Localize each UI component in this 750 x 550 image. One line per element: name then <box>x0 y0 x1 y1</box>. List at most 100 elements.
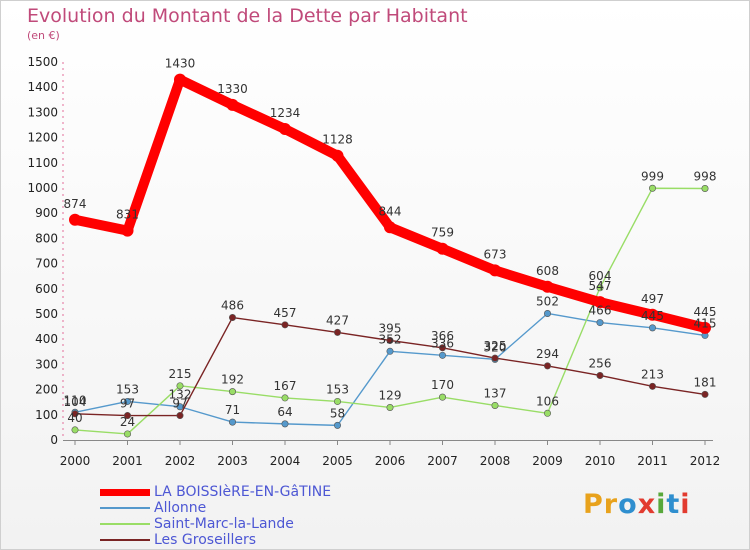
x-tick-label: 2004 <box>270 454 301 468</box>
legend: LA BOISSIèRE-EN-GâTINE Allonne Saint-Mar… <box>100 484 331 548</box>
data-point <box>281 420 289 428</box>
data-point <box>124 430 132 438</box>
y-tick-label: 800 <box>35 231 58 245</box>
logo-letter: x <box>637 489 657 520</box>
data-label: 153 <box>116 382 139 396</box>
data-label: 97 <box>172 397 187 411</box>
data-point <box>648 382 656 390</box>
y-tick-label: 600 <box>35 282 58 296</box>
y-tick-label: 1400 <box>27 80 58 94</box>
data-label: 64 <box>277 405 292 419</box>
y-tick-label: 700 <box>35 257 58 271</box>
y-tick-label: 400 <box>35 332 58 346</box>
data-label: 40 <box>67 411 82 425</box>
data-label: 427 <box>326 313 349 327</box>
data-point <box>121 224 134 237</box>
data-point <box>229 418 237 426</box>
data-label: 547 <box>589 279 612 293</box>
data-label: 604 <box>589 269 612 283</box>
data-label: 181 <box>694 375 717 389</box>
data-label: 415 <box>694 316 717 330</box>
data-point <box>174 73 186 86</box>
legend-item: Les Groseillers <box>100 532 331 548</box>
data-label: 215 <box>169 367 192 381</box>
data-point <box>176 412 184 420</box>
y-tick-label: 300 <box>35 357 58 371</box>
x-tick-label: 2001 <box>112 454 143 468</box>
legend-label: Allonne <box>154 500 207 516</box>
data-label: 998 <box>694 170 717 184</box>
data-label: 170 <box>431 378 454 392</box>
data-point <box>438 393 446 401</box>
data-label: 24 <box>120 415 135 429</box>
data-label: 466 <box>589 304 612 318</box>
y-tick-label: 900 <box>35 206 58 220</box>
data-label: 457 <box>274 306 297 320</box>
data-point <box>436 242 449 255</box>
data-point <box>279 123 291 136</box>
legend-item: LA BOISSIèRE-EN-GâTINE <box>100 484 331 500</box>
data-label: 759 <box>431 226 454 240</box>
data-label: 1234 <box>270 106 301 120</box>
data-label: 104 <box>64 395 87 409</box>
chart-title: Evolution du Montant de la Dette par Hab… <box>27 5 468 27</box>
x-tick-label: 2003 <box>217 454 248 468</box>
data-point <box>281 321 289 329</box>
data-label: 502 <box>536 294 559 308</box>
data-point <box>489 264 501 277</box>
data-label: 71 <box>225 403 240 417</box>
data-label: 192 <box>221 373 244 387</box>
x-tick-label: 2000 <box>60 454 91 468</box>
data-point <box>71 426 79 434</box>
data-point <box>646 308 659 321</box>
data-point <box>176 382 184 390</box>
data-label: 831 <box>116 208 139 222</box>
y-tick-label: 0 <box>50 433 58 447</box>
data-label: 106 <box>536 394 559 408</box>
data-point <box>69 213 81 226</box>
data-point <box>648 324 656 332</box>
data-label: 608 <box>536 264 559 278</box>
data-point <box>543 409 551 417</box>
data-label: 294 <box>536 347 559 361</box>
data-label: 874 <box>64 197 87 211</box>
data-point <box>331 149 344 162</box>
data-point <box>596 284 604 292</box>
legend-label: Les Groseillers <box>154 532 257 548</box>
data-label: 445 <box>641 309 664 323</box>
data-point <box>384 221 396 234</box>
x-tick-label: 2008 <box>480 454 511 468</box>
data-point <box>386 403 394 411</box>
data-label: 999 <box>641 169 664 183</box>
legend-swatch <box>100 507 150 509</box>
data-point <box>333 328 341 336</box>
x-tick-label: 2012 <box>690 454 721 468</box>
y-tick-label: 1100 <box>27 156 58 170</box>
x-tick-label: 2010 <box>585 454 616 468</box>
y-tick-label: 200 <box>35 383 58 397</box>
logo-letter: P <box>583 489 604 520</box>
y-tick-label: 100 <box>35 408 58 422</box>
data-label: 256 <box>589 356 612 370</box>
data-label: 1430 <box>165 57 196 71</box>
data-label: 336 <box>431 336 454 350</box>
data-point <box>124 412 132 420</box>
data-label: 497 <box>641 292 664 306</box>
y-tick-label: 1300 <box>27 105 58 119</box>
chart-subtitle: (en €) <box>27 29 60 42</box>
series-points <box>69 73 711 438</box>
legend-swatch <box>100 539 150 541</box>
data-point <box>701 390 709 398</box>
x-tick-label: 2007 <box>427 454 458 468</box>
x-tick-label: 2011 <box>637 454 668 468</box>
data-point <box>701 185 709 193</box>
data-label: 1128 <box>322 133 353 147</box>
legend-label: LA BOISSIèRE-EN-GâTINE <box>154 484 332 500</box>
data-label: 153 <box>326 382 349 396</box>
data-point <box>333 421 341 429</box>
x-tick-label: 2009 <box>532 454 563 468</box>
data-point <box>541 280 554 293</box>
chart-axes: 0 100 200 300 400 500 600 700 800 900 1000 1100 1200… <box>27 55 720 468</box>
data-point <box>229 314 237 322</box>
